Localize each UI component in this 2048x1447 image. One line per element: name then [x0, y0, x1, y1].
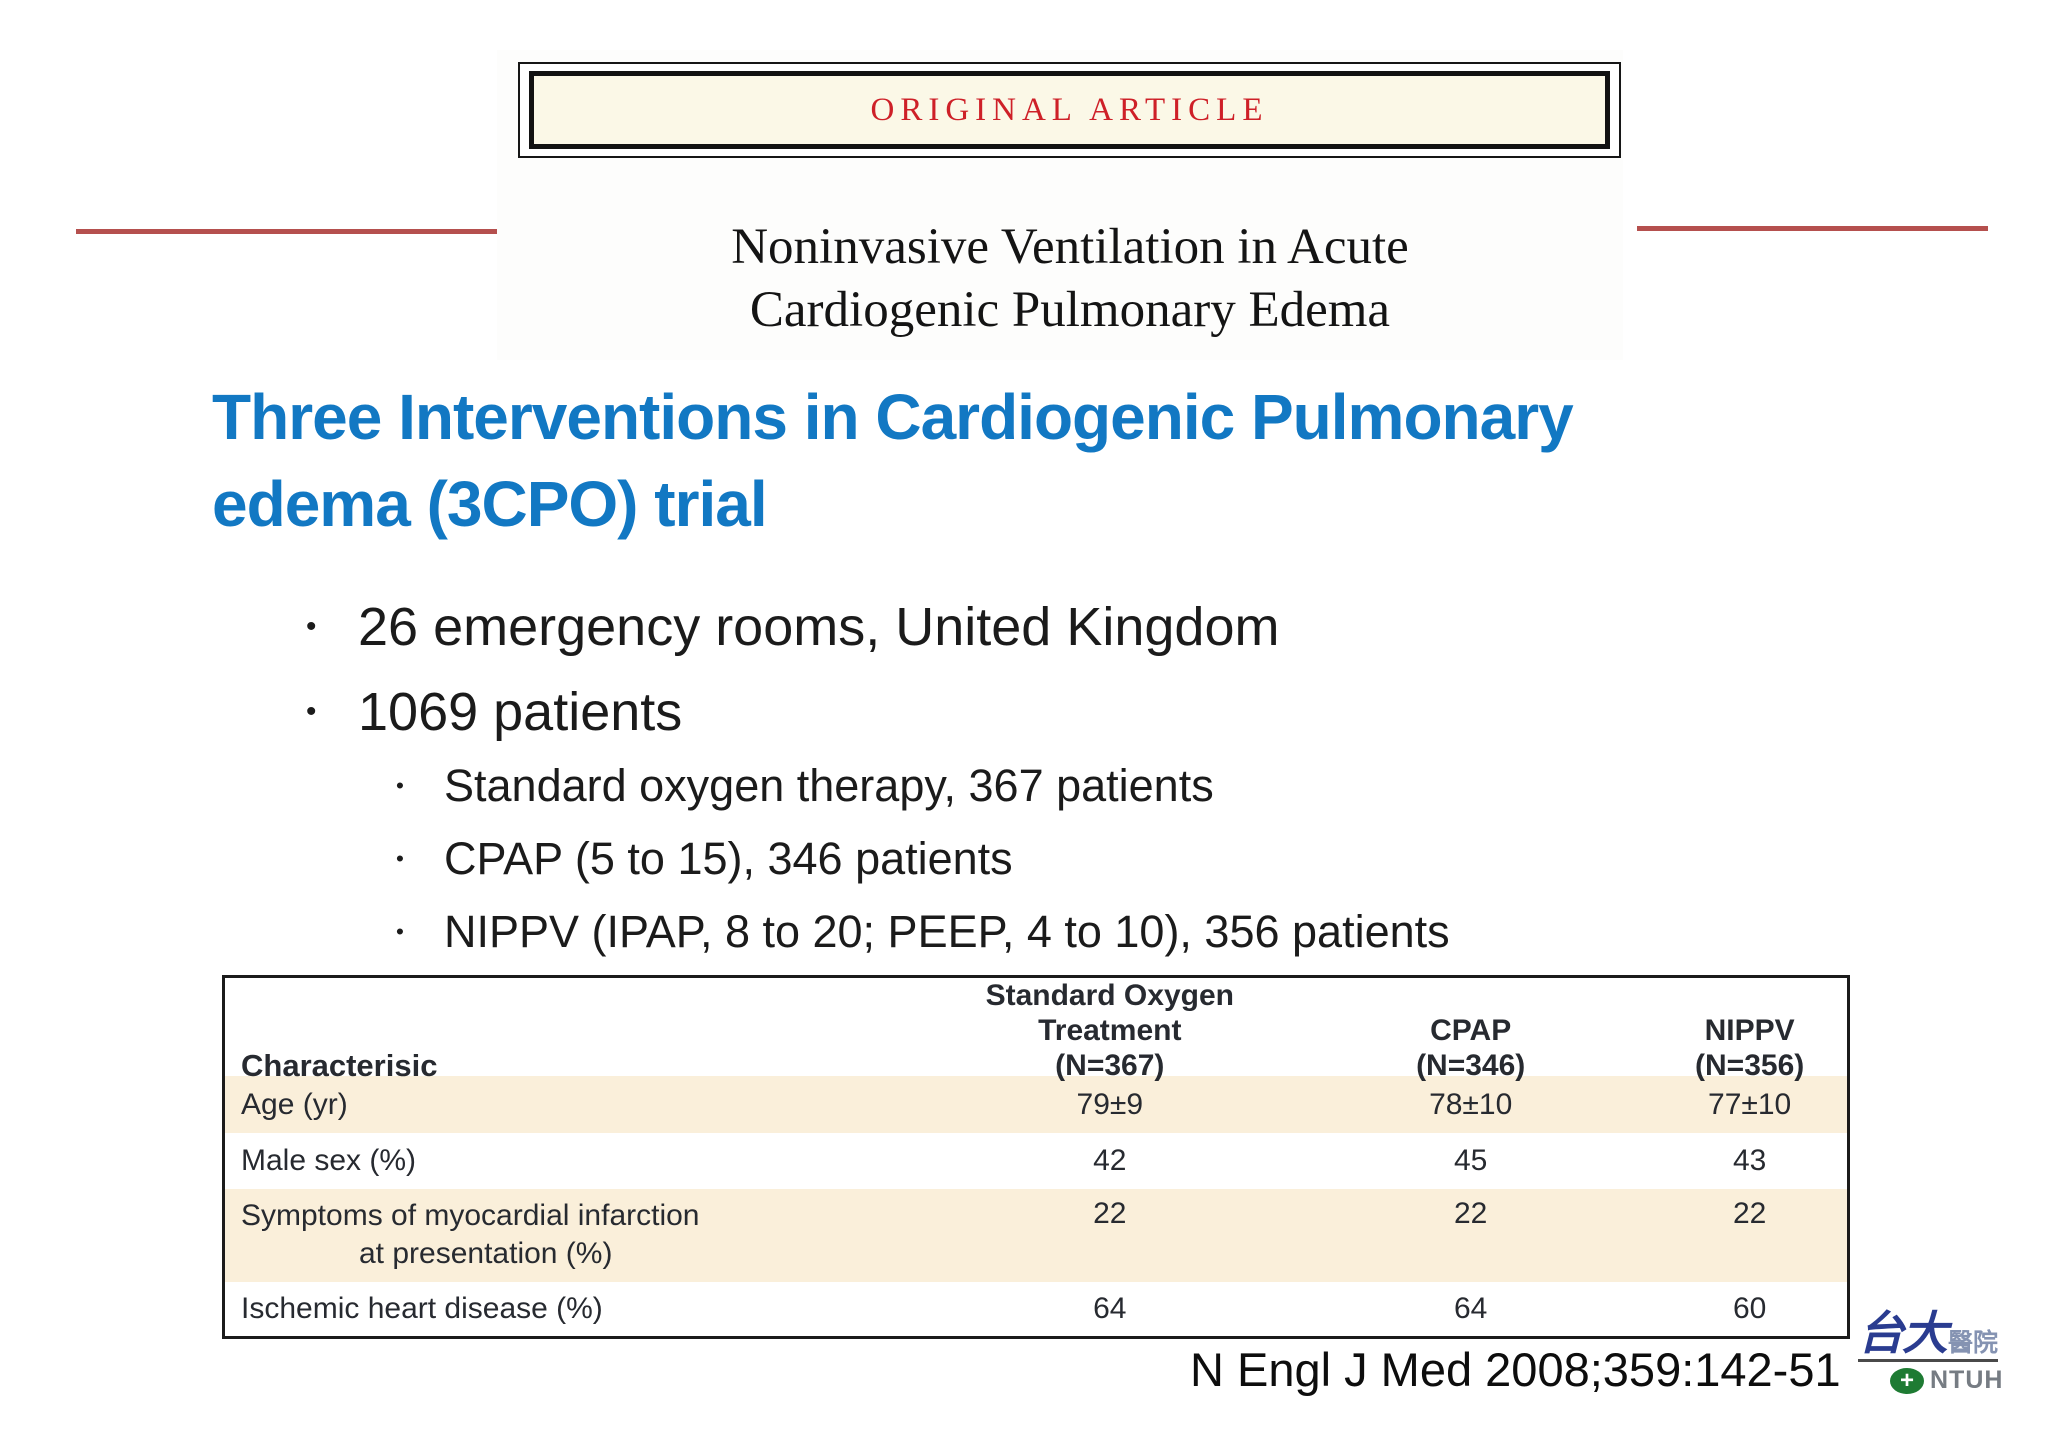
column-header-cpap: CPAP (N=346) [1416, 1014, 1526, 1082]
ntuh-logo-cjk-main: 台大 [1858, 1307, 1948, 1359]
cell-value: 77±10 [1708, 1087, 1792, 1121]
cell-value: 78±10 [1429, 1087, 1513, 1121]
table-row: Ischemic heart disease (%) 64 64 60 [225, 1282, 1847, 1336]
bullet-icon: • [396, 846, 404, 871]
list-item: • 26 emergency rooms, United Kingdom [302, 592, 1279, 662]
table-row: Symptoms of myocardial infarction at pre… [225, 1189, 1847, 1282]
bullet-text: NIPPV (IPAP, 8 to 20; PEEP, 4 to 10), 35… [444, 906, 1450, 957]
ntuh-logo-underline [1858, 1359, 1998, 1362]
journal-article-title-line1: Noninvasive Ventilation in Acute [731, 219, 1409, 275]
journal-citation: N Engl J Med 2008;359:142-51 [1190, 1343, 1841, 1396]
bullet-icon: • [306, 610, 317, 643]
row-label: Age (yr) [241, 1087, 348, 1121]
column-header-characteristic: Characterisic [241, 1048, 438, 1083]
bullet-list: • 26 emergency rooms, United Kingdom • 1… [302, 592, 1279, 762]
ntuh-logo-bottom: + NTUH [1858, 1366, 2023, 1395]
row-label: Symptoms of myocardial infarction at pre… [241, 1199, 700, 1270]
list-item: • NIPPV (IPAP, 8 to 20; PEEP, 4 to 10), … [392, 903, 1450, 961]
cell-value: 79±9 [1076, 1087, 1144, 1121]
ntuh-logo-cjk: 台大 醫院 [1858, 1310, 2023, 1356]
slide-title-line2: edema (3CPO) trial [212, 468, 768, 540]
hospital-cross-icon: + [1890, 1367, 1924, 1394]
bullet-icon: • [396, 919, 404, 944]
bullet-icon: • [306, 695, 317, 728]
bullet-text: CPAP (5 to 15), 346 patients [444, 833, 1013, 884]
decorative-red-rule-left [76, 229, 497, 234]
table-header-row: Characterisic Standard Oxygen Treatment … [225, 978, 1847, 1083]
cell-value: 22 [1453, 1197, 1488, 1230]
original-article-banner: ORIGINAL ARTICLE [518, 62, 1621, 158]
original-article-label: ORIGINAL ARTICLE [870, 91, 1269, 128]
original-article-banner-inner: ORIGINAL ARTICLE [529, 71, 1610, 149]
list-item: • CPAP (5 to 15), 346 patients [392, 830, 1450, 888]
characteristics-table: Characterisic Standard Oxygen Treatment … [222, 975, 1850, 1339]
cell-value: 64 [1093, 1292, 1127, 1325]
slide-title: Three Interventions in Cardiogenic Pulmo… [212, 374, 1912, 548]
list-item: • Standard oxygen therapy, 367 patients [392, 757, 1450, 815]
bullet-text: Standard oxygen therapy, 367 patients [444, 760, 1214, 811]
cell-value: 60 [1732, 1292, 1767, 1325]
column-header-nippv: NIPPV (N=356) [1695, 1014, 1805, 1082]
column-header-standard-oxygen: Standard Oxygen Treatment (N=367) [985, 979, 1234, 1082]
ntuh-logo-cjk-sub: 醫院 [1948, 1329, 1999, 1357]
row-label: Male sex (%) [241, 1144, 417, 1177]
table-row: Age (yr) 79±9 78±10 77±10 [225, 1076, 1847, 1133]
table-row: Male sex (%) 42 45 43 [225, 1133, 1847, 1189]
decorative-red-rule-right [1637, 226, 1988, 231]
sub-bullet-list: • Standard oxygen therapy, 367 patients … [392, 757, 1450, 976]
bullet-icon: • [396, 773, 404, 798]
list-item: • 1069 patients [302, 677, 1279, 747]
cell-value: 42 [1093, 1144, 1127, 1177]
bullet-text: 26 emergency rooms, United Kingdom [358, 597, 1280, 657]
cell-value: 22 [1732, 1197, 1767, 1230]
journal-article-title-line2: Cardiogenic Pulmonary Edema [749, 282, 1391, 338]
bullet-text: 1069 patients [358, 682, 683, 742]
cell-value: 45 [1453, 1144, 1488, 1177]
slide-title-line1: Three Interventions in Cardiogenic Pulmo… [212, 381, 1574, 453]
ntuh-logo: 台大 醫院 + NTUH [1858, 1310, 2023, 1395]
ntuh-logo-acronym: NTUH [1930, 1366, 2004, 1394]
cell-value: 64 [1453, 1292, 1488, 1325]
cell-value: 43 [1732, 1144, 1767, 1177]
cell-value: 22 [1093, 1197, 1127, 1230]
journal-article-title: Noninvasive Ventilation in Acute Cardiog… [505, 216, 1635, 342]
row-label: Ischemic heart disease (%) [241, 1292, 603, 1325]
